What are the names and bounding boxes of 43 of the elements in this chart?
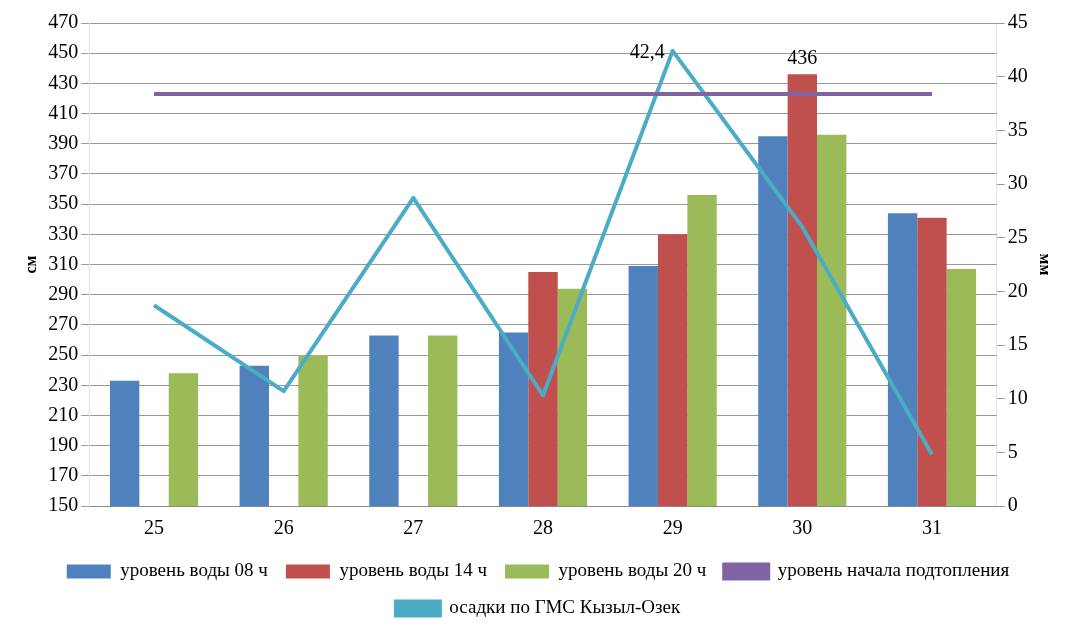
x-tick-label: 31 xyxy=(921,516,942,539)
y-tick-label: 310 xyxy=(48,251,79,274)
y-tick-label: 250 xyxy=(48,342,79,365)
legend-label: уровень воды 14 ч xyxy=(339,559,488,581)
y-tick-label: 390 xyxy=(48,131,79,153)
y-tick-label: 370 xyxy=(48,161,79,184)
y-axis-title: см xyxy=(21,255,39,274)
y-tick-label: 470 xyxy=(48,10,79,33)
x-tick-label: 27 xyxy=(403,516,424,539)
x-tick-label: 29 xyxy=(662,516,683,539)
legend-label: осадки по ГМС Кызыл-Озек xyxy=(449,596,681,618)
legend-label: уровень воды 08 ч xyxy=(120,559,269,581)
x-tick-label: 25 xyxy=(144,516,165,539)
y-tick-label: 150 xyxy=(48,493,79,516)
x-tick-label: 28 xyxy=(533,516,553,539)
y2-tick-label: 40 xyxy=(1007,63,1028,86)
y2-tick-label: 35 xyxy=(1007,117,1028,140)
legend-label: уровень воды 20 ч xyxy=(558,559,707,581)
y-tick-label: 430 xyxy=(48,70,79,93)
y2-tick-label: 20 xyxy=(1007,278,1028,301)
y-tick-label: 290 xyxy=(48,281,79,304)
y-tick-label: 410 xyxy=(48,100,79,123)
y2-tick-label: 45 xyxy=(1007,10,1028,33)
y-tick-label: 170 xyxy=(48,463,79,486)
y2-tick-label: 5 xyxy=(1007,439,1018,462)
y2-tick-label: 15 xyxy=(1007,332,1028,355)
y2-axis-title: мм xyxy=(1037,253,1055,276)
y-tick-label: 330 xyxy=(48,221,79,244)
data-label: 42,4 xyxy=(629,40,665,63)
x-tick-label: 30 xyxy=(792,516,813,539)
y-tick-label: 210 xyxy=(48,402,79,425)
y2-tick-label: 30 xyxy=(1007,171,1028,194)
y2-tick-label: 25 xyxy=(1007,224,1028,247)
y-tick-label: 270 xyxy=(48,312,79,335)
y-tick-label: 190 xyxy=(48,432,79,455)
data-label: 436 xyxy=(787,45,818,68)
legend-label: уровень начала подтопления xyxy=(777,559,1010,581)
x-tick-label: 26 xyxy=(273,516,294,539)
y2-tick-label: 0 xyxy=(1007,493,1018,516)
y2-tick-label: 10 xyxy=(1007,385,1028,408)
y-tick-label: 450 xyxy=(48,40,79,63)
y-tick-label: 350 xyxy=(48,191,79,214)
y-tick-label: 230 xyxy=(48,372,79,395)
